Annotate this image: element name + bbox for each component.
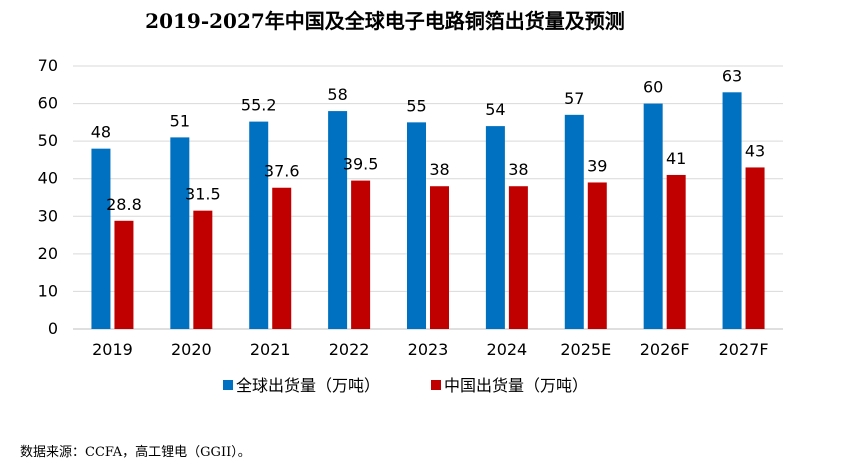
bar-china — [193, 210, 213, 329]
x-tick-label: 2024 — [487, 340, 528, 359]
data-label: 63 — [722, 66, 742, 85]
data-label: 38 — [508, 160, 528, 179]
y-tick-label: 20 — [38, 244, 58, 263]
legend-swatch-global — [223, 380, 233, 390]
bar-global — [328, 111, 348, 329]
x-tick-label: 2019 — [92, 340, 133, 359]
data-label: 58 — [327, 85, 347, 104]
x-axis: 2019 2020 2021 2022 2023 2024 2025E 2026F 2027F — [92, 340, 768, 359]
x-tick-label: 2022 — [329, 340, 370, 359]
data-label: 60 — [643, 78, 663, 97]
x-tick-label: 2023 — [408, 340, 449, 359]
bar-global — [170, 137, 190, 329]
y-tick-label: 50 — [38, 131, 58, 150]
y-tick-label: 60 — [38, 94, 58, 113]
bar-china — [272, 187, 292, 329]
bars: 48 28.8 51 31.5 55.2 37.6 58 39.5 55 38 54 38 57 39 60… — [91, 66, 765, 329]
x-tick-label: 2021 — [250, 340, 291, 359]
bar-china — [745, 167, 765, 329]
legend-swatch-china — [431, 380, 441, 390]
y-tick-label: 10 — [38, 281, 58, 300]
bar-global — [407, 122, 426, 329]
data-label: 31.5 — [185, 185, 221, 204]
bar-china — [508, 186, 528, 329]
data-label: 39 — [587, 156, 607, 175]
data-label: 55.2 — [241, 96, 277, 115]
bar-chart: 2019-2027年中国及全球电子电路铜箔出货量及预测 0 10 20 30 40 50 6… — [38, 9, 783, 395]
gridlines — [73, 65, 783, 330]
x-tick-label: 2027F — [719, 340, 769, 359]
bar-global — [485, 126, 505, 329]
chart-title: 2019-2027年中国及全球电子电路铜箔出货量及预测 — [145, 9, 625, 33]
bar-china — [666, 174, 686, 329]
x-tick-label: 2025E — [560, 340, 611, 359]
data-label: 57 — [564, 89, 584, 108]
data-label: 39.5 — [343, 155, 379, 174]
bar-global — [564, 114, 584, 329]
bar-china — [587, 182, 607, 329]
data-label: 54 — [485, 100, 505, 119]
legend-label-china: 中国出货量（万吨） — [444, 376, 588, 395]
data-label: 37.6 — [264, 162, 300, 181]
y-tick-label: 70 — [38, 56, 58, 75]
data-label: 41 — [666, 149, 686, 168]
legend-label-global: 全球出货量（万吨） — [236, 376, 380, 395]
data-label: 55 — [406, 96, 426, 115]
y-axis: 0 10 20 30 40 50 60 70 — [38, 56, 58, 338]
bar-china — [351, 180, 371, 329]
bar-global — [722, 92, 742, 329]
data-label: 38 — [429, 160, 449, 179]
bar-china — [430, 186, 449, 329]
data-label: 48 — [91, 123, 111, 142]
bar-global — [249, 121, 269, 329]
y-tick-label: 0 — [48, 319, 58, 338]
y-tick-label: 40 — [38, 169, 58, 188]
x-tick-label: 2020 — [171, 340, 212, 359]
bar-global — [643, 103, 663, 329]
data-label: 43 — [745, 141, 765, 160]
y-tick-label: 30 — [38, 206, 58, 225]
source-note: 数据来源：CCFA，高工锂电（GGII）。 — [20, 445, 251, 460]
x-tick-label: 2026F — [640, 340, 690, 359]
bar-china — [114, 220, 134, 329]
legend: 全球出货量（万吨） 中国出货量（万吨） — [223, 376, 588, 395]
bar-global — [91, 148, 111, 329]
data-label: 28.8 — [106, 195, 142, 214]
data-label: 51 — [170, 111, 190, 130]
